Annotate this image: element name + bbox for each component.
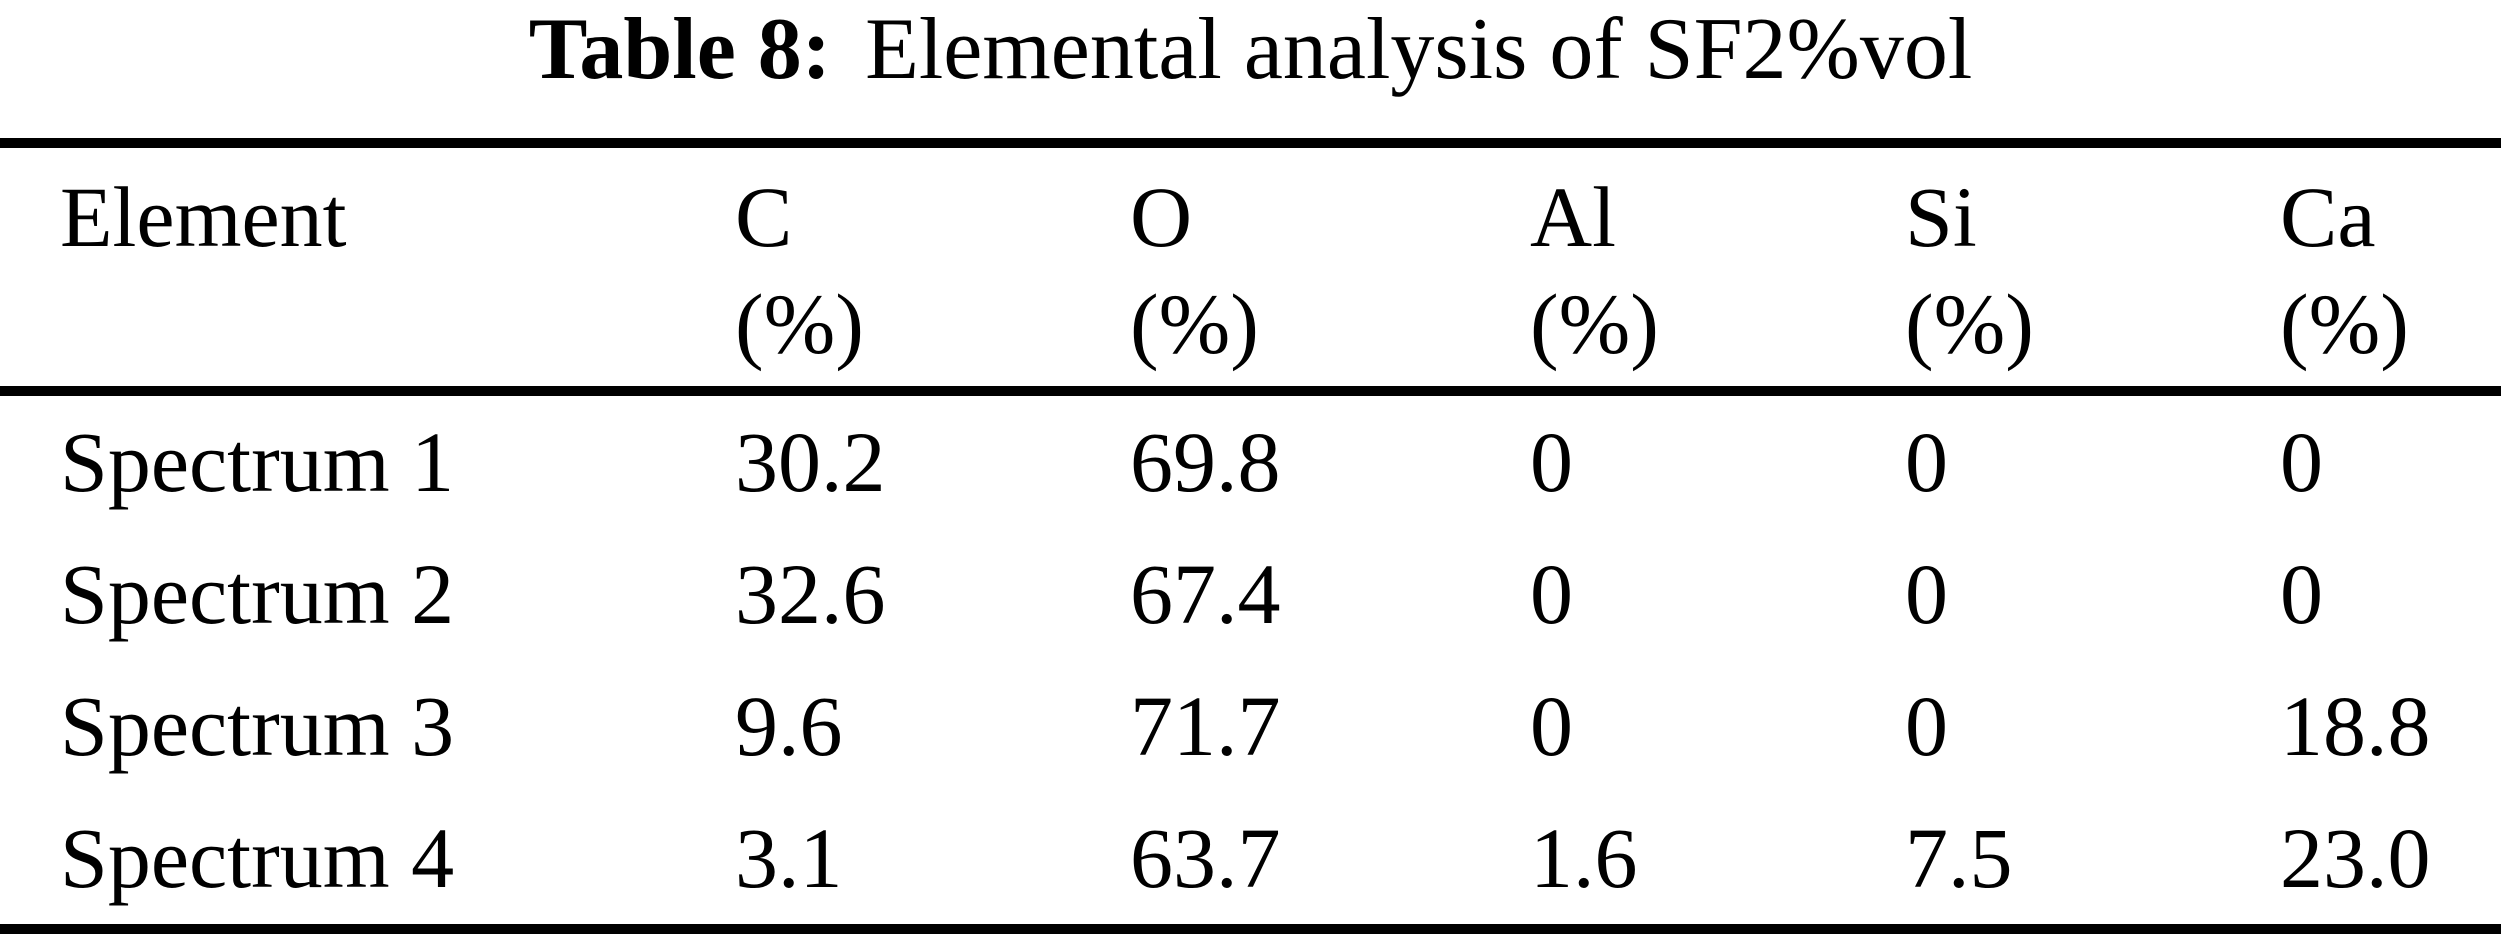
cell-value: 32.6 <box>735 546 886 642</box>
table-row: Spectrum 3 9.6 71.7 0 0 18.8 <box>0 660 2501 792</box>
cell-value: 9.6 <box>735 678 843 774</box>
cell-value: 18.8 <box>2280 678 2431 774</box>
table-row: Spectrum 1 30.2 69.8 0 0 0 <box>0 391 2501 528</box>
table-caption-label: Table 8: <box>528 1 832 98</box>
column-header-label: Al <box>1530 169 1616 265</box>
cell-value: 0 <box>2280 414 2323 510</box>
header-cell-o: O (%) <box>1130 143 1530 396</box>
cell-value: 23.0 <box>2280 810 2431 906</box>
table-caption-text: Elemental analysis of SF2%vol <box>865 1 1973 98</box>
cell-value: 0 <box>1530 414 1573 510</box>
column-header-unit: (%) <box>735 276 864 372</box>
row-label: Spectrum 1 <box>60 414 455 510</box>
table-caption: Table 8: Elemental analysis of SF2%vol <box>0 0 2501 100</box>
column-header-label: Si <box>1905 169 1977 265</box>
cell-value: 71.7 <box>1130 678 1281 774</box>
header-cell-element: Element <box>0 143 735 396</box>
cell-value: 0 <box>2280 546 2323 642</box>
cell-value: 0 <box>1530 546 1573 642</box>
header-cell-si: Si (%) <box>1905 143 2280 396</box>
column-header-unit: (%) <box>1130 276 1259 372</box>
column-header-unit: (%) <box>1530 276 1659 372</box>
header-cell-c: C (%) <box>735 143 1130 396</box>
cell-value: 30.2 <box>735 414 886 510</box>
column-header-unit: (%) <box>1905 276 2034 372</box>
elemental-analysis-table: Element C (%) O (%) Al (%) Si (%) Ca (%) <box>0 138 2501 934</box>
row-label: Spectrum 4 <box>60 810 455 906</box>
column-header-label: Ca <box>2280 169 2376 265</box>
cell-value: 67.4 <box>1130 546 1281 642</box>
header-cell-al: Al (%) <box>1530 143 1905 396</box>
header-cell-ca: Ca (%) <box>2280 143 2501 396</box>
row-label: Spectrum 3 <box>60 678 455 774</box>
table-row: Spectrum 2 32.6 67.4 0 0 0 <box>0 528 2501 660</box>
cell-value: 0 <box>1905 678 1948 774</box>
cell-value: 69.8 <box>1130 414 1281 510</box>
cell-value: 1.6 <box>1530 810 1638 906</box>
header-row: Element C (%) O (%) Al (%) Si (%) Ca (%) <box>0 143 2501 396</box>
cell-value: 0 <box>1905 546 1948 642</box>
row-label: Spectrum 2 <box>60 546 455 642</box>
cell-value: 63.7 <box>1130 810 1281 906</box>
cell-value: 0 <box>1530 678 1573 774</box>
cell-value: 3.1 <box>735 810 843 906</box>
cell-value: 0 <box>1905 414 1948 510</box>
cell-value: 7.5 <box>1905 810 2013 906</box>
column-header-label: Element <box>60 169 347 265</box>
column-header-unit: (%) <box>2280 276 2409 372</box>
column-header-unit <box>60 271 735 378</box>
column-header-label: C <box>735 169 793 265</box>
table-row: Spectrum 4 3.1 63.7 1.6 7.5 23.0 <box>0 792 2501 929</box>
column-header-label: O <box>1130 169 1193 265</box>
